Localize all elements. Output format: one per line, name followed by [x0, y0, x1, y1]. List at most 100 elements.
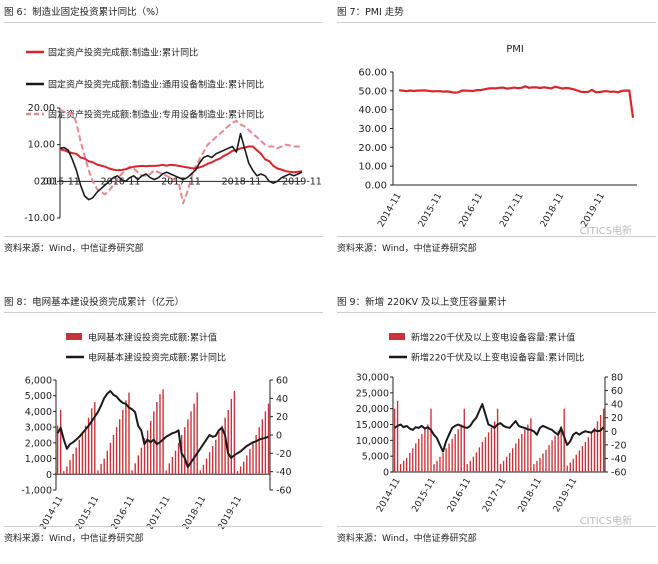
fig9-bar	[400, 464, 402, 472]
fig8-bar	[146, 430, 149, 475]
fig8-y-tick-left-5: 4,000	[25, 407, 52, 418]
fig9-bar	[418, 438, 420, 473]
fig8-bar	[171, 457, 174, 475]
figure-8-source: 资料来源：Wind，中信证券研究部	[4, 534, 144, 544]
fig8-bar	[78, 439, 80, 475]
fig7-x-tick-3: 2017-11	[498, 192, 525, 230]
fig8-y-tick-left-1: 0	[46, 470, 52, 481]
fig9-bar	[460, 424, 462, 472]
fig9-bar	[557, 430, 559, 472]
fig8-bar	[119, 419, 121, 475]
fig8-x-tick-5: 2019-11	[217, 495, 244, 530]
fig9-bar	[415, 443, 417, 472]
fig8-bar	[224, 417, 226, 475]
fig6-series-2-line	[59, 108, 302, 205]
fig8-bar	[106, 450, 108, 475]
fig9-bar	[527, 424, 529, 472]
fig9-bar	[481, 441, 484, 472]
fig9-bar	[442, 453, 444, 472]
fig8-y-tick-left-4: 3,000	[25, 423, 52, 434]
fig9-bar	[430, 408, 432, 472]
fig8-bar	[196, 392, 198, 475]
fig8-x-tick-3: 2017-11	[145, 495, 172, 530]
fig9-x-tick-0: 2014-11	[375, 477, 402, 515]
fig9-y-tick-right-7: 80	[611, 373, 623, 384]
fig8-bar	[81, 433, 84, 475]
fig9-bar	[578, 450, 581, 472]
fig6-x-tick-0: 2015-11	[40, 176, 80, 187]
fig8-bar	[84, 425, 87, 475]
figure-6-title-rule	[4, 22, 323, 23]
fig8-legend-0-label: 电网基本建设投资完成额:累计值	[88, 332, 217, 344]
fig8-bar	[239, 466, 242, 475]
fig8-bar	[255, 435, 257, 475]
fig9-legend-1-label: 新增220千伏及以上变电设备容量:累计同比	[411, 352, 584, 364]
figure-7-chart: PMI 0.00 10.00 20.00 30.00 40.00 50.00 60.00 201…	[358, 44, 637, 230]
fig8-bar	[165, 470, 167, 475]
fig6-y-tick-0: -10.00	[24, 213, 55, 224]
fig9-bar	[590, 432, 593, 472]
fig6-legend-1-label: 固定资产投资完成额:制造业:通用设备制造业:累计同比	[48, 79, 264, 91]
fig8-y-tick-right-5: 40	[276, 394, 288, 405]
figure-8-title-rule	[4, 312, 323, 313]
fig6-series-1-line	[59, 132, 303, 201]
fig9-bar	[484, 437, 487, 472]
fig8-bar	[258, 427, 260, 475]
fig8-bar	[159, 394, 161, 475]
fig8-bar	[91, 408, 93, 475]
fig6-legend-0-label: 固定资产投资完成额:制造业:累计同比	[48, 47, 198, 59]
fig9-bar	[530, 418, 532, 472]
figure-7-source: 资料来源：Wind，中信证券研究部	[337, 244, 477, 254]
fig8-bar	[199, 470, 201, 475]
figure-7-source-rule	[337, 236, 656, 237]
fig8-bar	[184, 427, 186, 475]
fig9-y-tick-right-5: 40	[611, 400, 623, 411]
figure-8-panel: 图 8：电网基本建设投资完成累计（亿元） 电网基本建设投资完成额:累计值 电网基本…	[4, 294, 323, 564]
fig9-bar	[412, 448, 414, 473]
fig8-bar	[131, 470, 133, 475]
fig9-bar	[427, 424, 429, 472]
fig8-y-tick-left-0: -1,000	[21, 486, 52, 497]
fig6-legend-2-label: 固定资产投资完成额:制造业:专用设备制造业:累计同比	[48, 109, 264, 121]
fig8-bar	[174, 450, 177, 475]
figure-7-panel: 图 7：PMI 走势 PMI 0.00 10.00 20.00 30.00 40.00 50…	[337, 4, 656, 274]
figure-7-title: 图 7：PMI 走势	[337, 7, 404, 18]
fig9-bar	[563, 408, 565, 472]
fig7-x-tick-0: 2014-11	[376, 192, 403, 230]
fig8-bar	[125, 400, 127, 475]
fig7-y-tick-0: 0.00	[365, 181, 387, 192]
fig8-x-tick-2: 2016-11	[110, 495, 137, 530]
fig9-x-tick-5: 2019-11	[552, 477, 579, 515]
fig9-bar	[593, 427, 596, 472]
fig9-bar	[493, 421, 496, 472]
fig9-bar	[496, 408, 499, 472]
fig9-bar	[487, 432, 490, 472]
fig9-y-tick-left-2: 10,000	[356, 436, 389, 447]
fig8-y-tick-left-2: 1,000	[25, 454, 52, 465]
figure-8-title: 图 8：电网基本建设投资完成累计（亿元）	[4, 297, 185, 308]
fig9-bar	[518, 438, 520, 473]
figure-9-source: 资料来源：Wind，中信证券研究部	[337, 534, 477, 544]
fig6-y-tick-1: 0.00	[34, 176, 55, 187]
fig8-bar	[128, 392, 130, 475]
fig8-bar	[56, 425, 59, 475]
fig9-x-tick-1: 2015-11	[411, 477, 438, 515]
fig8-bar	[218, 431, 220, 475]
fig8-bar	[153, 411, 155, 475]
fig9-bar	[457, 429, 459, 473]
fig8-bar	[208, 452, 211, 475]
fig9-bar	[545, 449, 547, 472]
fig7-series-0-line	[398, 85, 635, 118]
fig8-bar	[69, 460, 71, 475]
fig9-y-tick-right-1: -40	[611, 454, 627, 465]
fig8-y-tick-right-2: -20	[276, 449, 292, 460]
fig8-bar	[156, 402, 158, 475]
fig8-x-tick-4: 2018-11	[181, 495, 208, 530]
fig7-y-tick-6: 60.00	[358, 68, 387, 79]
fig6-y-tick-2: 10.00	[28, 140, 55, 151]
fig8-bar	[212, 446, 214, 475]
fig9-bar	[406, 457, 408, 473]
fig9-y-tick-left-4: 20,000	[356, 404, 389, 415]
fig9-bar	[451, 438, 453, 473]
fig9-bar	[433, 464, 435, 472]
